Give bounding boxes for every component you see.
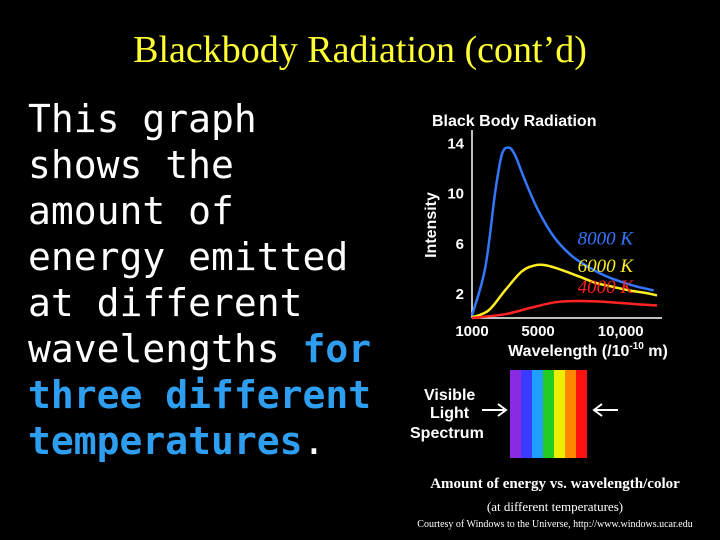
blackbody-chart: Black Body Radiation Intensity 2 6 10 14 10…: [410, 113, 668, 458]
series-line-6000k: [471, 263, 658, 319]
chart-caption: Amount of energy vs. wavelength/color: [430, 476, 680, 492]
x-axis-label-unit: m): [644, 343, 668, 360]
spectrum-label-spectrum: Spectrum: [410, 425, 484, 442]
series-label: 8000 K: [578, 229, 635, 250]
series-line-4000k: [471, 299, 658, 320]
spectrum-bar: [532, 370, 543, 458]
spectrum-bar: [510, 370, 521, 458]
series-label: 4000 K: [578, 277, 635, 298]
spectrum-label-visible: Visible: [424, 387, 475, 404]
y-tick-labels: 2 6 10 14: [447, 136, 464, 303]
visible-spectrum-bars: [510, 370, 587, 458]
y-tick-label: 2: [456, 286, 464, 303]
x-axis-label-exponent: -10: [629, 341, 644, 352]
x-axis-label: Wavelength (/10-10 m): [508, 341, 668, 360]
series-layer: [470, 146, 658, 320]
spectrum-bar: [543, 370, 554, 458]
x-tick-label: 10,000: [598, 323, 644, 340]
slide-body-text: This graph shows the amount of energy em…: [28, 96, 378, 464]
slide-title: Blackbody Radiation (cont’d): [133, 29, 587, 71]
spectrum-bar: [565, 370, 576, 458]
spectrum-label-light: Light: [430, 405, 470, 422]
y-axis-label: Intensity: [423, 192, 440, 258]
arrow-left-icon: [592, 403, 618, 417]
spectrum-bar: [576, 370, 587, 458]
arrow-right-icon: [482, 403, 508, 417]
x-tick-label: 5000: [521, 323, 554, 340]
x-tick-label: 1000: [455, 323, 488, 340]
y-tick-label: 6: [456, 236, 464, 253]
chart-title: Black Body Radiation: [432, 113, 596, 130]
chart-subcaption: (at different temperatures): [486, 499, 624, 514]
body-text-period: .: [302, 419, 326, 463]
series-line-8000k: [470, 146, 654, 316]
spectrum-bar: [554, 370, 565, 458]
spectrum-bar: [521, 370, 532, 458]
series-label: 6000 K: [578, 256, 635, 277]
credit-line: Courtesy of Windows to the Universe, htt…: [417, 519, 693, 530]
y-tick-label: 14: [447, 136, 464, 153]
body-text-plain: This graph shows the amount of energy em…: [28, 97, 349, 371]
x-axis-label-main: Wavelength (/10: [508, 343, 629, 360]
y-tick-label: 10: [447, 186, 464, 203]
x-tick-labels: 1000 5000 10,000: [455, 323, 643, 340]
body-text-highlight: for three different temperatures: [28, 327, 372, 463]
